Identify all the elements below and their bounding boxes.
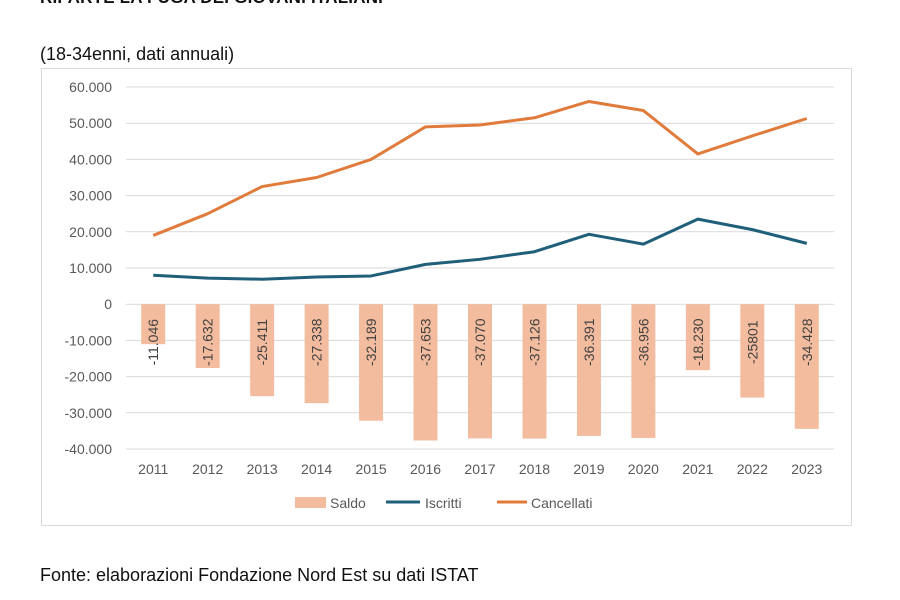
- y-tick-label: 40.000: [69, 151, 112, 167]
- legend-label-cancellati: Cancellati: [531, 495, 592, 511]
- bar-saldo: [141, 304, 166, 345]
- data-label-saldo: -25801: [744, 320, 760, 364]
- bar-saldo: [522, 304, 547, 439]
- line-iscritti: [153, 217, 808, 281]
- x-tick-label: 2019: [573, 461, 604, 477]
- data-label-saldo: -11.046: [145, 319, 161, 366]
- data-label-saldo: -36.391: [581, 318, 597, 366]
- y-tick-label: 50.000: [69, 115, 112, 131]
- chart-subtitle: (18-34enni, dati annuali): [40, 44, 235, 64]
- x-tick-label: 2017: [464, 461, 495, 477]
- chart-title: RIPARTE LA FUGA DEI GIOVANI ITALIANI: [40, 0, 383, 8]
- bar-saldo: [250, 304, 275, 397]
- x-tick-label: 2023: [791, 461, 822, 477]
- bar-saldo: [685, 304, 710, 371]
- x-tick-label: 2014: [301, 461, 332, 477]
- x-tick-label: 2022: [737, 461, 768, 477]
- data-label-saldo: -32.189: [363, 318, 379, 366]
- legend-swatch-saldo: [295, 497, 326, 508]
- y-tick-label: 20.000: [69, 224, 112, 240]
- bar-saldo: [576, 304, 601, 436]
- y-tick-label: -10.000: [65, 332, 113, 348]
- data-label-saldo: -36.956: [635, 318, 651, 366]
- bar-saldo: [631, 304, 656, 438]
- legend-label-iscritti: Iscritti: [425, 495, 462, 511]
- x-tick-label: 2016: [410, 461, 441, 477]
- data-label-saldo: -27.338: [309, 318, 325, 366]
- chart-frame: [41, 68, 852, 526]
- bar-saldo: [195, 304, 220, 369]
- y-tick-label: 10.000: [69, 260, 112, 276]
- x-tick-label: 2013: [247, 461, 278, 477]
- data-label-saldo: -37.653: [418, 318, 434, 366]
- x-tick-label: 2012: [192, 461, 223, 477]
- data-label-saldo: -37.070: [472, 318, 488, 366]
- y-tick-label: -30.000: [65, 405, 113, 421]
- y-tick-label: 0: [104, 296, 112, 312]
- line-cancellati: [152, 99, 808, 237]
- data-label-saldo: -25.411: [254, 319, 270, 366]
- bar-saldo: [740, 304, 765, 398]
- legend-label-saldo: Saldo: [330, 495, 366, 511]
- bar-saldo: [359, 304, 384, 421]
- x-tick-label: 2020: [628, 461, 659, 477]
- data-label-saldo: -17.632: [200, 318, 216, 366]
- y-tick-label: -40.000: [65, 441, 113, 457]
- x-tick-label: 2015: [355, 461, 386, 477]
- bar-saldo: [413, 304, 438, 441]
- x-tick-label: 2018: [519, 461, 550, 477]
- x-tick-label: 2011: [138, 461, 168, 477]
- bar-saldo: [468, 304, 492, 439]
- y-tick-label: -20.000: [65, 369, 113, 385]
- data-label-saldo: -18.230: [690, 318, 706, 366]
- y-tick-label: 60.000: [69, 79, 112, 95]
- bar-saldo: [304, 304, 329, 404]
- data-label-saldo: -34.428: [799, 318, 815, 366]
- data-label-saldo: -37.126: [526, 318, 542, 366]
- y-tick-label: 30.000: [69, 188, 112, 204]
- source-note: Fonte: elaborazioni Fondazione Nord Est …: [40, 565, 479, 585]
- x-tick-label: 2021: [682, 461, 713, 477]
- bar-saldo: [794, 304, 819, 429]
